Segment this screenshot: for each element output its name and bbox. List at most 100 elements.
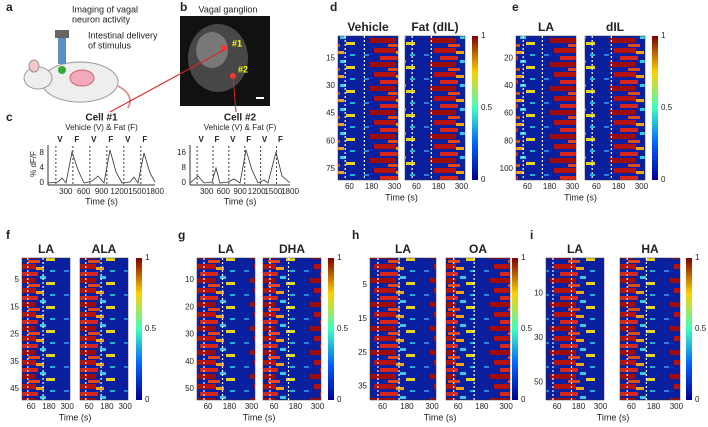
cell-label: #1 — [232, 38, 242, 48]
x-tick-label: 600 — [217, 187, 231, 196]
y-tick-label: 30 — [185, 330, 194, 339]
y-tick-label: 60 — [326, 136, 335, 145]
y-tick-label: 30 — [326, 81, 335, 90]
title: Vagal ganglion — [199, 4, 258, 14]
x-tick-label: 300 — [118, 402, 132, 411]
x-tick-label: 300 — [60, 402, 74, 411]
x-tick-label: 60 — [345, 182, 354, 191]
x-tick-label: 300 — [59, 187, 73, 196]
y-axis-label: % dF/F — [29, 151, 38, 177]
condition-title: ALA — [92, 242, 117, 256]
stimulus-marker: F — [278, 135, 283, 144]
y-tick-label: 10 — [185, 275, 194, 284]
stimulus-marker: V — [57, 135, 63, 144]
stimulus-marker: F — [142, 135, 147, 144]
y-tick-label: 30 — [534, 333, 543, 342]
colorbar-label: 0 — [521, 395, 526, 404]
x-tick-label: 180 — [572, 402, 586, 411]
panel-label: f — [6, 228, 11, 242]
x-tick-label: 60 — [454, 402, 463, 411]
stimulus-marker: V — [230, 135, 236, 144]
heatmap — [79, 257, 129, 401]
x-tick-label: 180 — [100, 402, 114, 411]
panel-label: g — [178, 228, 185, 242]
stimulus-marker: F — [108, 135, 113, 144]
x-tick-label: 300 — [670, 402, 684, 411]
x-axis-label: Time (s) — [564, 192, 597, 202]
condition-title: dIL — [606, 20, 624, 34]
heatmap — [196, 257, 256, 401]
x-tick-label: 180 — [42, 402, 56, 411]
colorbar-label: 0.5 — [481, 103, 493, 112]
cell-title: Cell #2 — [224, 113, 257, 124]
colorbar-label: 0 — [695, 395, 700, 404]
condition-title: LA — [538, 20, 554, 34]
heatmap — [369, 257, 437, 401]
y-tick-label: 8 — [40, 148, 45, 157]
x-tick-label: 180 — [543, 182, 557, 191]
condition-title: Fat (dIL) — [411, 20, 458, 34]
x-tick-label: 180 — [647, 402, 661, 411]
cell-label: #2 — [238, 64, 248, 74]
y-tick-label: 20 — [504, 53, 513, 62]
heatmap — [545, 257, 605, 401]
x-tick-label: 60 — [627, 402, 636, 411]
x-tick-label: 60 — [523, 182, 532, 191]
x-tick-label: 300 — [566, 182, 580, 191]
y-tick-label: 35 — [358, 382, 367, 391]
x-axis-label: Time (s) — [59, 412, 92, 422]
stimulus-marker: V — [91, 135, 97, 144]
x-tick-label: 300 — [499, 402, 513, 411]
condition-title: Vehicle — [347, 20, 389, 34]
cell-subtitle: Vehicle (V) & Fat (F) — [204, 123, 277, 132]
x-tick-label: 1200 — [248, 187, 266, 196]
x-tick-label: 1800 — [146, 187, 164, 196]
panel-label: h — [352, 228, 359, 242]
colorbar-label: 0.5 — [661, 103, 673, 112]
y-tick-label: 0 — [182, 178, 187, 187]
colorbar — [652, 36, 658, 180]
y-tick-label: 25 — [358, 348, 367, 357]
x-tick-label: 180 — [365, 182, 379, 191]
colorbar — [472, 36, 478, 180]
colorbar-label: 0 — [337, 395, 342, 404]
x-tick-label: 1500 — [128, 187, 146, 196]
y-tick-label: 16 — [177, 148, 186, 157]
colorbar-label: 1 — [695, 253, 700, 262]
y-tick-label: 35 — [10, 357, 19, 366]
x-tick-label: 60 — [27, 402, 36, 411]
y-tick-label: 50 — [534, 377, 543, 386]
trace — [47, 149, 156, 185]
heatmap — [619, 257, 681, 401]
x-tick-label: 180 — [289, 402, 303, 411]
y-tick-label: 40 — [185, 357, 194, 366]
stimulus-marker: V — [262, 135, 268, 144]
x-tick-label: 180 — [612, 182, 626, 191]
x-axis-label: Time (s) — [597, 412, 630, 422]
colorbar — [686, 258, 692, 400]
x-tick-label: 900 — [95, 187, 109, 196]
y-tick-label: 5 — [15, 275, 20, 284]
colorbar — [512, 258, 518, 400]
x-tick-label: 300 — [425, 402, 439, 411]
y-tick-label: 8 — [182, 163, 187, 172]
cell-subtitle: Vehicle (V) & Fat (F) — [65, 123, 138, 132]
heatmap — [584, 35, 646, 181]
y-tick-label: 100 — [500, 164, 514, 173]
title: Imaging of vagal — [72, 4, 138, 14]
x-tick-label: 180 — [400, 402, 414, 411]
y-tick-label: 25 — [10, 330, 19, 339]
x-tick-label: 300 — [594, 402, 608, 411]
colorbar-label: 0 — [145, 395, 150, 404]
x-tick-label: 300 — [245, 402, 259, 411]
stimulus-marker: F — [246, 135, 251, 144]
x-axis-label: Time (s) — [243, 412, 276, 422]
stimulus-marker: V — [125, 135, 131, 144]
stimulus-marker: V — [198, 135, 204, 144]
x-tick-label: 180 — [432, 182, 446, 191]
colorbar-label: 0 — [661, 175, 666, 184]
condition-title: DHA — [279, 242, 305, 256]
condition-title: OA — [469, 242, 487, 256]
cell-title: Cell #1 — [85, 113, 118, 124]
